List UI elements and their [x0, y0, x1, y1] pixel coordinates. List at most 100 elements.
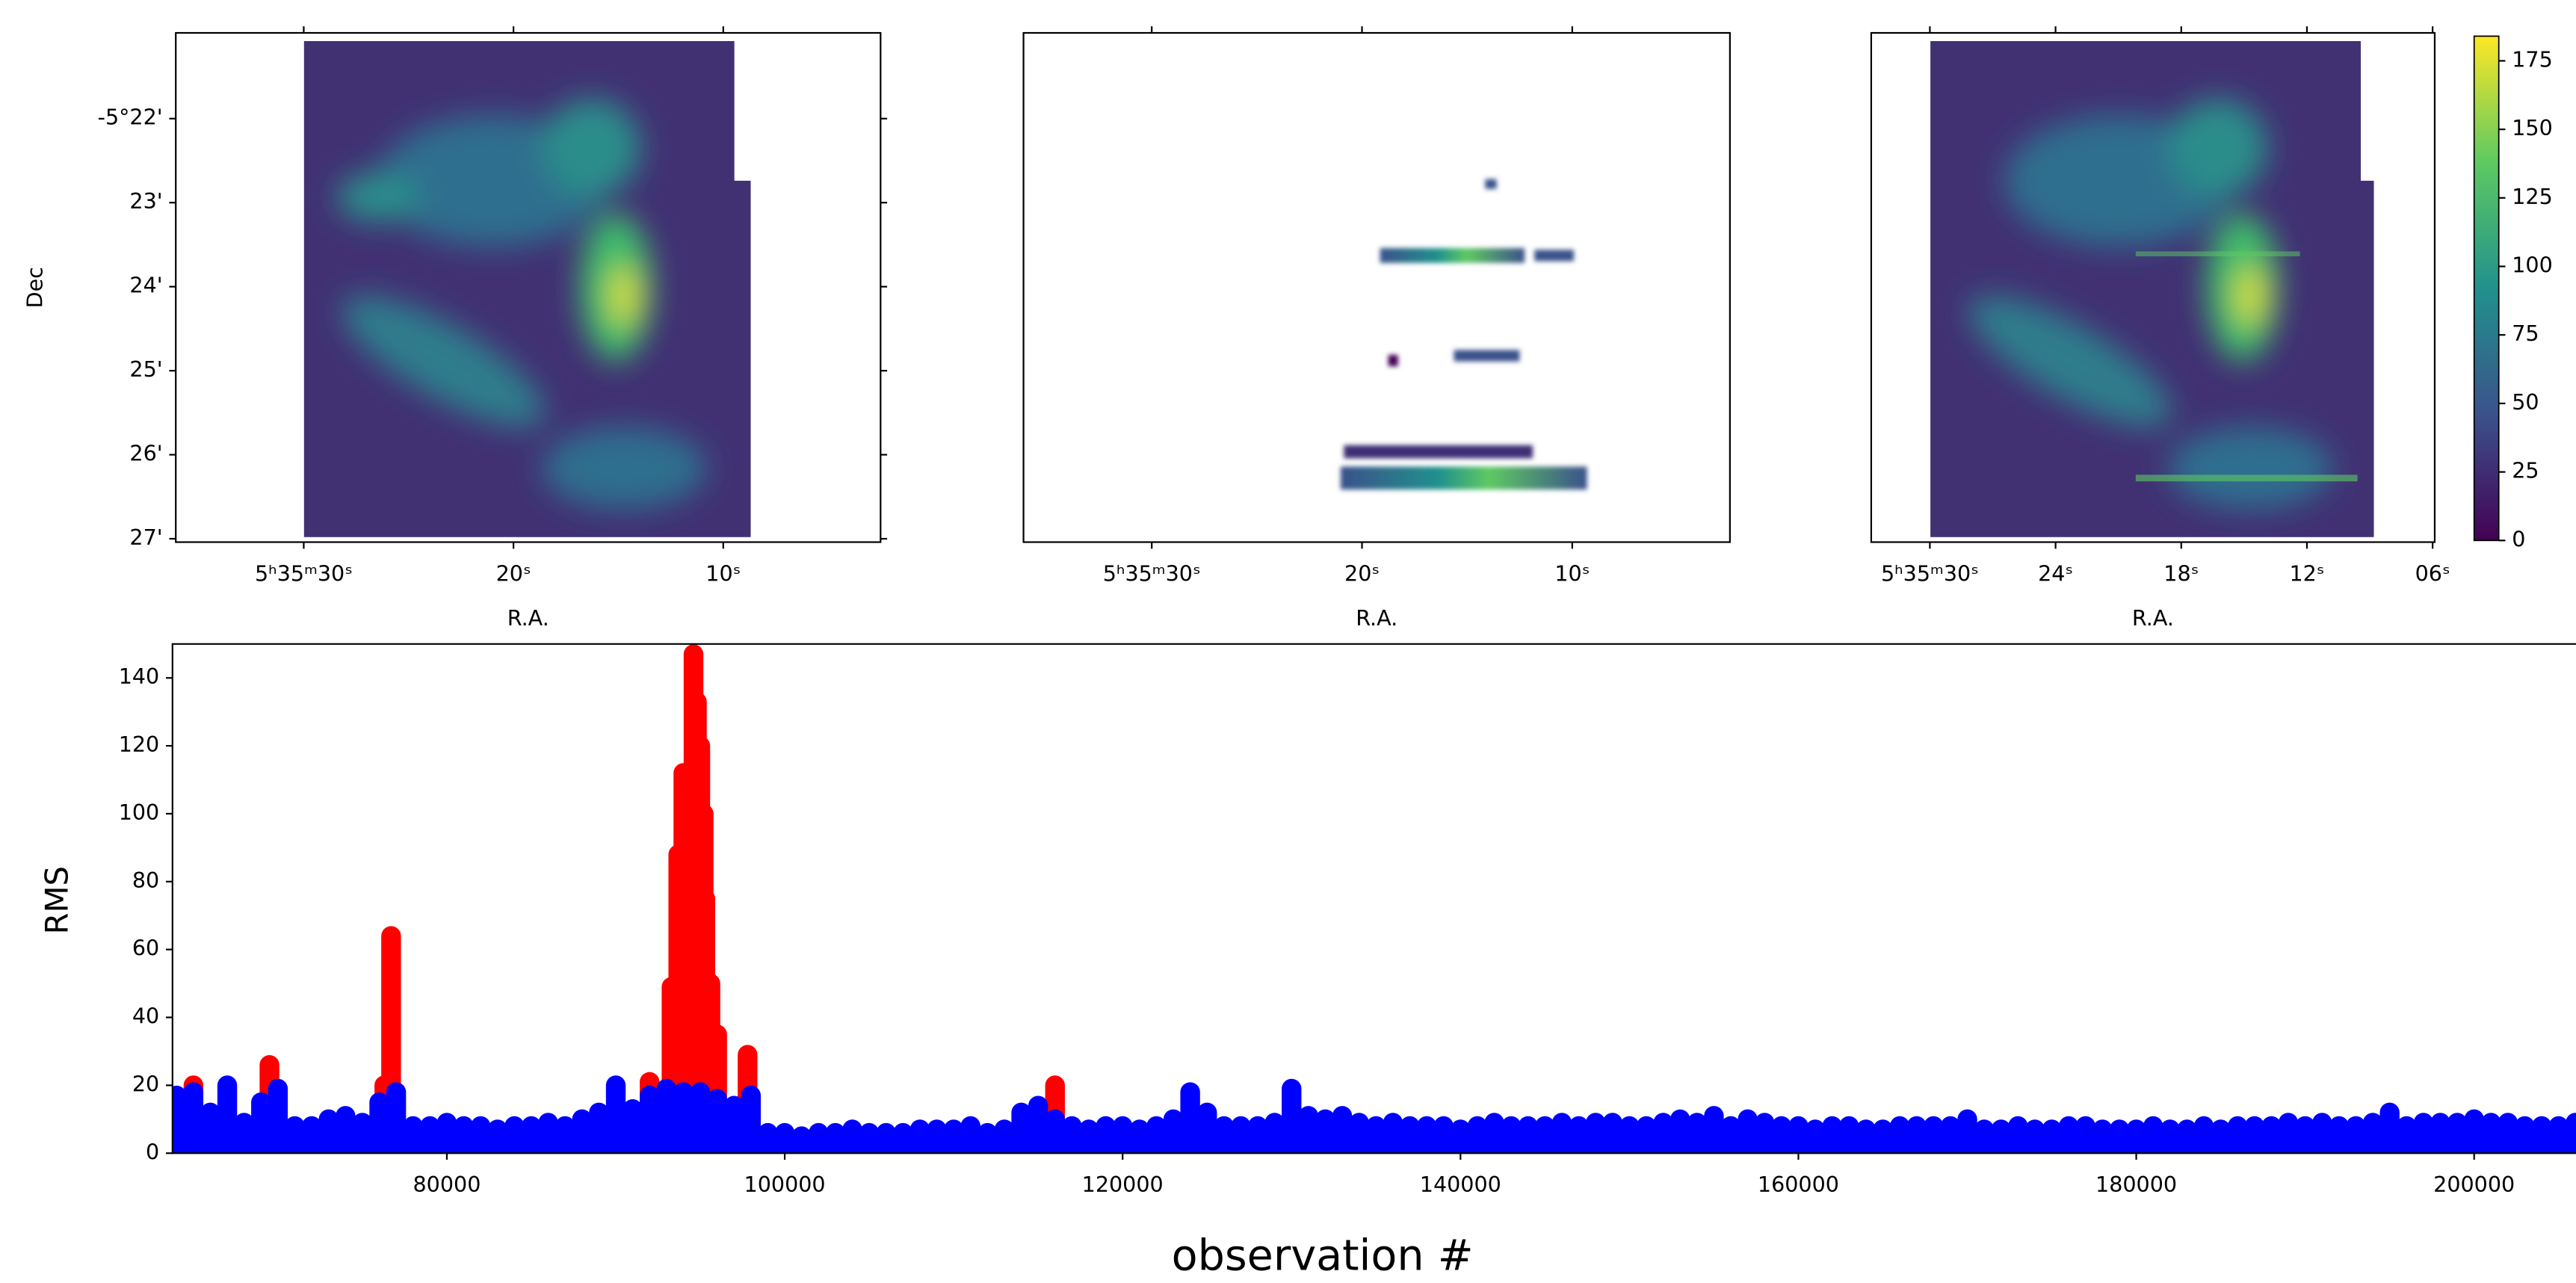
point [1383, 1113, 1403, 1154]
point [825, 1122, 846, 1154]
point [1569, 1116, 1589, 1154]
point [2498, 1113, 2518, 1154]
y-tick-label: 40 [132, 1004, 159, 1029]
point [1585, 1113, 1606, 1154]
point [1889, 1116, 1910, 1154]
point [1467, 1116, 1488, 1154]
point [1755, 1113, 1775, 1154]
point [1416, 1116, 1437, 1154]
y-tick-label: 27' [129, 525, 162, 550]
point [893, 1122, 913, 1154]
point [1991, 1119, 2011, 1154]
x-axis-label: R.A. [2132, 605, 2174, 631]
colorbar-tick-label: 100 [2512, 253, 2553, 278]
point [1045, 1109, 1065, 1154]
x-tick-label: 180000 [2095, 1172, 2177, 1197]
point [1349, 1113, 1369, 1154]
point [1653, 1113, 1673, 1154]
point [909, 1119, 930, 1154]
colorbar-tick-label: 175 [2512, 46, 2553, 72]
point [521, 1116, 542, 1154]
x-tick-label: 10ˢ [705, 560, 741, 586]
point [673, 1082, 694, 1154]
x-tick-label: 18ˢ [2163, 560, 2199, 586]
point [1602, 1113, 1622, 1154]
point [2042, 1119, 2062, 1154]
x-tick-label: 80000 [413, 1172, 481, 1197]
point [1163, 1109, 1184, 1154]
point [741, 1085, 762, 1154]
point [1282, 1078, 1302, 1154]
point [1924, 1116, 1944, 1154]
point [2413, 1113, 2434, 1154]
point [470, 1116, 491, 1154]
point [1704, 1106, 1724, 1154]
point [1247, 1116, 1268, 1154]
point [1805, 1119, 1826, 1154]
point [1822, 1116, 1842, 1154]
point [859, 1122, 880, 1154]
point [2346, 1116, 2366, 1154]
point [1214, 1116, 1235, 1154]
point [640, 1085, 660, 1154]
point [1974, 1119, 1995, 1154]
point [2295, 1116, 2315, 1154]
x-tick-label: 20ˢ [496, 560, 531, 586]
colorbar-tick-label: 125 [2512, 184, 2553, 209]
point [707, 1089, 727, 1154]
point [876, 1122, 896, 1154]
point [555, 1116, 575, 1154]
point [1315, 1109, 1335, 1154]
point [809, 1122, 829, 1154]
point [2228, 1116, 2248, 1154]
point [1873, 1119, 1893, 1154]
point [2548, 1116, 2569, 1154]
point [2447, 1113, 2468, 1154]
point [1062, 1116, 1082, 1154]
x-tick-label: 12ˢ [2289, 560, 2324, 586]
x-axis-label: R.A. [507, 605, 549, 631]
point [369, 1092, 389, 1154]
point [724, 1095, 744, 1154]
point [2278, 1113, 2299, 1154]
sky-image [303, 41, 751, 537]
point [1856, 1119, 1877, 1154]
point [589, 1102, 609, 1154]
y-tick-label: 100 [119, 800, 160, 825]
point [2261, 1116, 2282, 1154]
y-tick-label: 60 [132, 936, 159, 961]
point [1366, 1116, 1386, 1154]
point [943, 1119, 964, 1154]
y-tick-label: 23' [129, 188, 162, 214]
point [2008, 1116, 2028, 1154]
point [2312, 1113, 2332, 1154]
x-tick-label: 10ˢ [1554, 560, 1590, 586]
point [774, 1122, 795, 1154]
point [2177, 1119, 2197, 1154]
point [1518, 1116, 1538, 1154]
point [2362, 1113, 2383, 1154]
point [2075, 1116, 2095, 1154]
colorbar-tick-label: 0 [2512, 526, 2525, 551]
point [217, 1075, 238, 1154]
axes-frame [171, 643, 2576, 1154]
x-tick-label: 5ʰ35ᵐ30ˢ [255, 560, 353, 586]
colorbar [2473, 35, 2500, 542]
point [2531, 1116, 2552, 1154]
x-tick-label: 5ʰ35ᵐ30ˢ [1881, 560, 1979, 586]
x-tick-label: 06ˢ [2415, 560, 2450, 586]
point [1906, 1116, 1927, 1154]
y-axis-label: Dec [22, 267, 47, 308]
point [2109, 1119, 2130, 1154]
y-axis-label: RMS [39, 866, 75, 935]
point [2464, 1109, 2484, 1154]
point [656, 1078, 677, 1154]
point [2379, 1102, 2400, 1154]
point [1231, 1116, 1251, 1154]
x-tick-label: 140000 [1420, 1172, 1501, 1197]
point [572, 1109, 592, 1154]
point [1332, 1106, 1353, 1154]
point [1451, 1119, 1471, 1154]
